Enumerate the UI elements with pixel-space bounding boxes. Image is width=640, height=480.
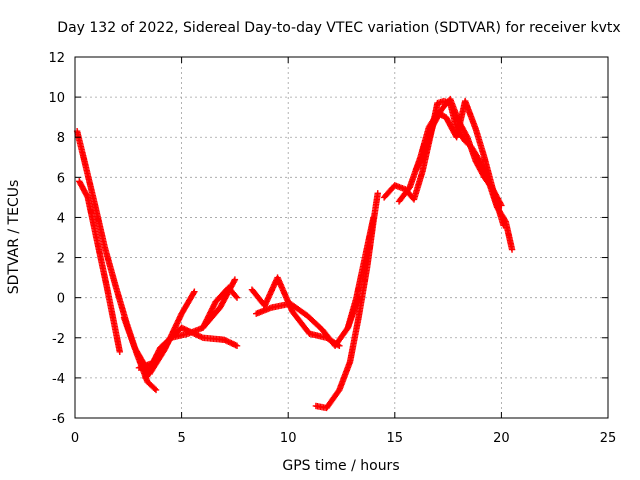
data-point	[191, 288, 198, 295]
series-trace-10	[344, 214, 377, 331]
x-tick-label: 25	[600, 431, 617, 446]
y-tick-label: -6	[52, 412, 65, 427]
data-point	[370, 214, 377, 221]
data-point	[116, 348, 123, 356]
x-axis-label: GPS time / hours	[282, 458, 399, 474]
data-point-interp	[232, 293, 240, 300]
y-tick-label: 6	[57, 171, 65, 186]
x-tick-label: 20	[493, 431, 510, 446]
y-tick-label: -4	[52, 372, 65, 387]
data-point-interp	[230, 277, 238, 285]
data-point	[374, 190, 381, 197]
data-point-interp	[497, 200, 504, 208]
y-tick-label: 4	[57, 211, 65, 226]
y-axis-label: SDTVAR / TECUs	[6, 180, 22, 295]
series-trace-8	[253, 294, 362, 349]
y-tick-label: -2	[52, 332, 65, 347]
plot-frame	[74, 56, 609, 419]
x-tick-label: 5	[177, 431, 185, 446]
chart-title: Day 132 of 2022, Sidereal Day-to-day VTE…	[57, 20, 620, 36]
data-points	[73, 95, 516, 412]
data-point	[508, 246, 516, 253]
data-point-interp	[190, 289, 197, 297]
series-trace-5	[142, 324, 241, 382]
series-trace-1	[73, 128, 160, 394]
y-tick-label: 10	[48, 91, 65, 106]
data-point	[152, 386, 160, 394]
x-tick-label: 0	[71, 431, 79, 446]
data-point	[500, 222, 507, 229]
y-tick-label: 8	[57, 131, 65, 146]
data-point	[231, 276, 239, 283]
data-point	[233, 294, 241, 301]
series-trace-2	[76, 178, 123, 356]
data-point	[498, 202, 505, 209]
series-trace-13	[412, 95, 505, 209]
data-point-interp	[151, 385, 158, 392]
data-point	[233, 342, 241, 349]
y-tick-label: 2	[57, 252, 65, 267]
x-tick-label: 10	[280, 431, 297, 446]
y-tick-label: 0	[57, 292, 65, 307]
y-tick-label: 12	[48, 51, 65, 66]
series-trace-6	[199, 284, 241, 331]
axis-ticks: 0 5 10 15 20 25 -6 -4 -2 0 2 4 6 8 10 12	[48, 51, 616, 446]
x-tick-label: 15	[387, 431, 404, 446]
